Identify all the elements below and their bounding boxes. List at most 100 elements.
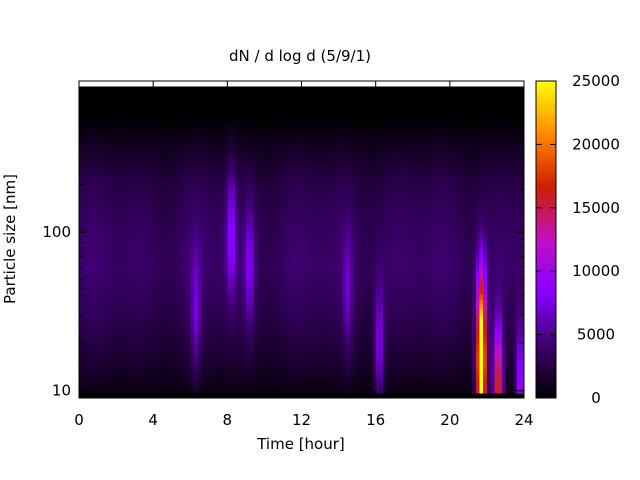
heatmap-cell [349,224,355,231]
heatmap-cell [112,269,117,275]
heatmap-cell [97,298,102,305]
heatmap-cell [301,229,306,236]
heatmap-cell [201,383,206,389]
heatmap-cell [312,293,317,300]
heatmap-cell [357,269,362,275]
heatmap-cell [127,145,132,151]
heatmap-cell [297,219,303,226]
heatmap-cell [97,180,102,186]
heatmap-cell [186,90,191,97]
heatmap-cell [182,284,188,290]
heatmap-cell [331,125,336,132]
heatmap-cell [271,254,277,260]
heatmap-cell [305,204,310,211]
heatmap-cell [357,373,362,379]
heatmap-cell [182,333,188,340]
heatmap-cell [331,204,336,211]
heatmap-cell [134,269,139,275]
heatmap-cell [264,318,269,325]
heatmap-cell [112,393,117,399]
heatmap-cell [97,95,102,102]
heatmap-cell [134,274,139,280]
heatmap-cell [164,333,169,340]
heatmap-cell [104,194,110,201]
heatmap-cell [275,393,280,399]
heatmap-cell [123,90,128,97]
heatmap-cell [290,239,295,246]
heatmap-cell [249,110,254,117]
heatmap-cell [205,224,210,231]
heatmap-cell [286,313,291,320]
heatmap-cell [227,264,232,270]
heatmap-cell [294,115,299,122]
heatmap-cell [334,180,340,186]
heatmap-cell [171,388,177,394]
heatmap-cell [334,175,340,181]
heatmap-cell [323,185,329,191]
heatmap-cell [294,323,299,330]
heatmap-cell [327,333,332,340]
heatmap-cell [79,274,84,280]
heatmap-cell [331,90,336,97]
heatmap-cell [112,125,117,132]
heatmap-cell [271,229,277,236]
heatmap-cell [305,199,310,206]
heatmap-cell [171,368,177,374]
heatmap-cell [130,333,136,340]
heatmap-cell [301,175,306,181]
heatmap-cell [279,120,284,127]
heatmap-cell [212,373,217,379]
heatmap-cell [205,323,210,330]
heatmap-cell [197,308,202,315]
heatmap-cell [238,165,243,171]
heatmap-cell [242,269,247,275]
heatmap-cell [175,298,180,305]
heatmap-cell [145,135,151,142]
heatmap-cell [253,95,258,102]
heatmap-cell [142,105,147,112]
heatmap-cell [160,100,165,107]
heatmap-cell [249,303,254,310]
heatmap-cell [201,363,206,369]
heatmap-cell [334,219,340,226]
heatmap-cell [223,274,228,280]
heatmap-cell [108,254,113,260]
heatmap-cell [238,229,243,236]
heatmap-cell [130,140,136,146]
heatmap-cell [193,194,199,201]
heatmap-cell [312,264,317,270]
heatmap-cell [101,105,106,112]
heatmap-cell [90,259,95,265]
heatmap-cell [138,234,143,241]
heatmap-cell [142,298,147,305]
heatmap-cell [338,269,343,275]
heatmap-cell [301,269,306,275]
heatmap-cell [320,284,325,290]
heatmap-cell [323,303,329,310]
heatmap-cell [112,259,117,265]
heatmap-cell [168,239,173,246]
heatmap-cell [320,120,325,127]
heatmap-cell [112,185,117,191]
heatmap-cell [223,393,228,399]
heatmap-cell [134,115,139,122]
heatmap-cell [249,209,254,216]
heatmap-cell [227,180,232,186]
heatmap-cell [90,234,95,241]
heatmap-cell [193,160,199,166]
heatmap-cell [142,303,147,310]
heatmap-cell [101,115,106,122]
heatmap-cell [193,249,199,255]
heatmap-cell [364,115,369,122]
heatmap-cell [257,219,262,226]
heatmap-cell [153,160,158,166]
heatmap-cell [208,214,214,221]
heatmap-cell [323,110,329,117]
heatmap-cell [179,229,184,236]
heatmap-cell [290,284,295,290]
heatmap-cell [153,378,158,384]
heatmap-cell [316,264,321,270]
heatmap-cell [316,343,321,350]
heatmap-cell [364,105,369,112]
heatmap-cell [186,165,191,171]
